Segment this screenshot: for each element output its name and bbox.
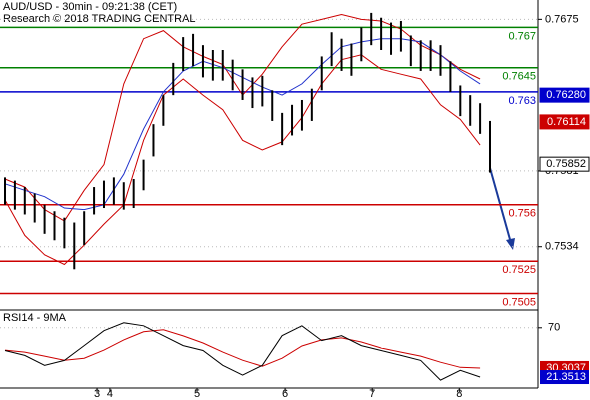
price-tag-label: 0.76114 xyxy=(547,116,586,128)
price-tag-label: 0.76280 xyxy=(546,89,586,101)
price-tag-label: 0.75852 xyxy=(546,158,586,170)
y-tick-label: 0.7534 xyxy=(545,241,579,253)
rsi-line xyxy=(4,329,481,369)
level-label: 0.7505 xyxy=(502,296,536,308)
y-tick-label: 70 xyxy=(548,322,560,334)
indicator-tag xyxy=(540,370,589,385)
x-tick-label: 7 xyxy=(369,388,375,400)
chart-subtitle: Research © 2018 TRADING CENTRAL xyxy=(3,13,196,25)
level-label: 0.756 xyxy=(508,208,536,220)
level-label: 0.763 xyxy=(508,95,536,107)
x-tick-label: 6 xyxy=(282,388,288,400)
price-tag xyxy=(539,114,590,130)
price-tag xyxy=(539,156,590,172)
indicator-title: RSI14 - 9MA xyxy=(3,312,67,324)
level-label: 0.7645 xyxy=(502,71,536,83)
x-tick-label: 3 xyxy=(94,388,100,400)
y-tick-label: 0.7675 xyxy=(545,13,579,25)
level-label: 0.7525 xyxy=(502,264,536,276)
x-tick-label: 4 xyxy=(107,388,113,400)
indicator-tag-label: 21.3513 xyxy=(546,371,586,383)
chart-title: AUD/USD - 30min - 09:21:38 (CET) xyxy=(3,1,177,13)
x-tick-label: 8 xyxy=(456,388,462,400)
price-tag xyxy=(539,87,590,103)
rsi-line xyxy=(4,322,481,381)
level-label: 0.767 xyxy=(508,30,536,42)
x-tick-label: 5 xyxy=(194,388,200,400)
